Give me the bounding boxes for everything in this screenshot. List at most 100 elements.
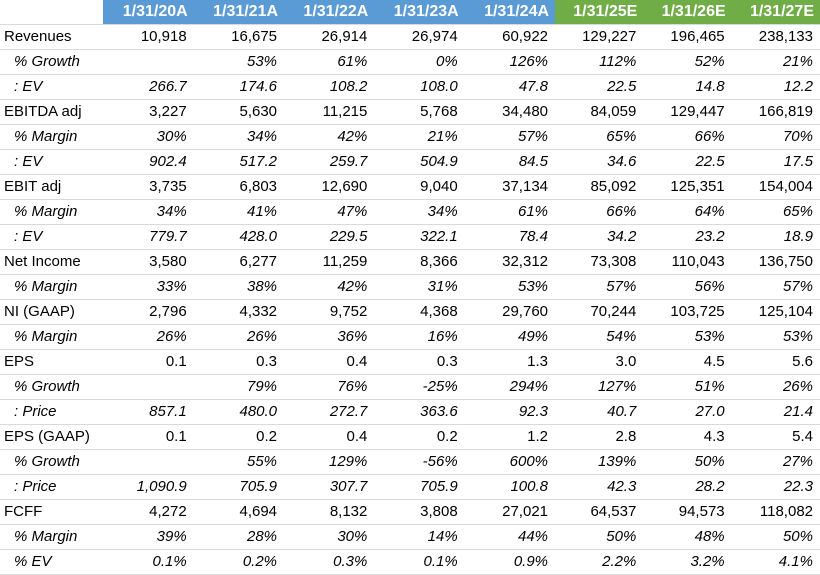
row-label: NI (GAAP): [0, 299, 104, 325]
table-subrow: % Margin 39% 28% 30% 14% 44% 50% 48% 50%: [0, 524, 820, 550]
table-row: FCFF 4,272 4,694 8,132 3,808 27,021 64,537 94,5…: [0, 499, 820, 525]
row-label: % EV: [0, 549, 104, 575]
row-label: % Growth: [0, 374, 104, 400]
table-cell: 26%: [103, 324, 194, 350]
table-cell: 0.1: [103, 424, 194, 450]
row-label: : EV: [0, 224, 104, 250]
table-cell: 84,059: [555, 99, 644, 125]
table-subrow: : Price 857.1 480.0 272.7 363.6 92.3 40.7 27.0 2…: [0, 399, 820, 425]
table-cell: 30%: [103, 124, 194, 150]
table-cell: 37,134: [464, 174, 556, 200]
table-cell: 3,227: [103, 99, 194, 125]
row-label: : EV: [0, 149, 104, 175]
period-header-estimate: 1/31/26E: [643, 0, 732, 25]
table-cell: 39%: [103, 524, 194, 550]
period-header-actual: 1/31/22A: [284, 0, 375, 25]
table-row: NI (GAAP) 2,796 4,332 9,752 4,368 29,760 70,24…: [0, 299, 820, 325]
table-cell: 55%: [193, 449, 285, 475]
row-label: Revenues: [0, 24, 104, 50]
table-cell: 2.2%: [555, 549, 644, 575]
table-cell: 902.4: [103, 149, 194, 175]
table-cell: 57%: [464, 124, 556, 150]
table-cell: 3,808: [374, 499, 465, 525]
table-subrow: % Growth 55% 129% -56% 600% 139% 50% 27%: [0, 449, 820, 475]
table-cell: 26,914: [284, 24, 375, 50]
table-cell: 2,796: [103, 299, 194, 325]
table-cell: 3.2%: [643, 549, 732, 575]
table-cell: 0.4: [284, 424, 375, 450]
table-cell: 136,750: [731, 249, 820, 275]
table-cell: 12.2: [731, 74, 820, 100]
table-subrow: % Growth 53% 61% 0% 126% 112% 52% 21%: [0, 49, 820, 75]
table-cell: 0.3: [374, 349, 465, 375]
table-cell: 5,768: [374, 99, 465, 125]
table-cell: 22.5: [555, 74, 644, 100]
table-cell: 12,690: [284, 174, 375, 200]
table-cell: 28%: [193, 524, 285, 550]
table-cell: 4,272: [103, 499, 194, 525]
table-cell: 266.7: [103, 74, 194, 100]
table-cell: 34,480: [464, 99, 556, 125]
table-cell: 779.7: [103, 224, 194, 250]
table-cell: 272.7: [284, 399, 375, 425]
table-cell: 0.1%: [374, 549, 465, 575]
table-cell: 27,021: [464, 499, 556, 525]
table-row: Revenues 10,918 16,675 26,914 26,974 60,922 12…: [0, 24, 820, 50]
table-cell: 50%: [555, 524, 644, 550]
table-cell: 110,043: [643, 249, 732, 275]
table-header: 1/31/20A 1/31/21A 1/31/22A 1/31/23A 1/31/24A…: [0, 0, 820, 25]
table-cell: 57%: [731, 274, 820, 300]
table-cell: 34%: [193, 124, 285, 150]
table-cell: [103, 49, 194, 75]
table-subrow: : EV 902.4 517.2 259.7 504.9 84.5 34.6 22.5 17.5: [0, 149, 820, 175]
table-cell: 52%: [643, 49, 732, 75]
table-cell: 1,090.9: [103, 474, 194, 500]
table-cell: 8,132: [284, 499, 375, 525]
table-cell: 103,725: [643, 299, 732, 325]
row-label: % Growth: [0, 449, 104, 475]
table-subrow: : EV 779.7 428.0 229.5 322.1 78.4 34.2 23.2 18.9: [0, 224, 820, 250]
row-label: % Margin: [0, 274, 104, 300]
table-cell: 1.2: [464, 424, 556, 450]
table-cell: 65%: [731, 199, 820, 225]
table-cell: 85,092: [555, 174, 644, 200]
table-cell: 16,675: [193, 24, 285, 50]
table-cell: 139%: [555, 449, 644, 475]
table-cell: 154,004: [731, 174, 820, 200]
table-cell: 61%: [284, 49, 375, 75]
table-cell: 60,922: [464, 24, 556, 50]
table-cell: 53%: [731, 324, 820, 350]
table-cell: 21%: [374, 124, 465, 150]
table-cell: 126%: [464, 49, 556, 75]
table-cell: 54%: [555, 324, 644, 350]
table-row: Net Income 3,580 6,277 11,259 8,366 32,312 73,…: [0, 249, 820, 275]
table-cell: 79%: [193, 374, 285, 400]
table-subrow: % Margin 26% 26% 36% 16% 49% 54% 53% 53%: [0, 324, 820, 350]
row-label: EBIT adj: [0, 174, 104, 200]
table-cell: 47.8: [464, 74, 556, 100]
row-label: Net Income: [0, 249, 104, 275]
table-cell: 4,694: [193, 499, 285, 525]
table-cell: 26%: [731, 374, 820, 400]
table-cell: 108.0: [374, 74, 465, 100]
table-cell: 34%: [103, 199, 194, 225]
table-cell: 27%: [731, 449, 820, 475]
table-cell: 14%: [374, 524, 465, 550]
table-cell: 705.9: [374, 474, 465, 500]
table-cell: 26%: [193, 324, 285, 350]
table-cell: 57%: [555, 274, 644, 300]
table-cell: 166,819: [731, 99, 820, 125]
table-cell: 363.6: [374, 399, 465, 425]
table-subrow: : Price 1,090.9 705.9 307.7 705.9 100.8 42.3 28…: [0, 474, 820, 500]
table-cell: 4.3: [643, 424, 732, 450]
table-cell: 5.6: [731, 349, 820, 375]
table-subrow: % Growth 79% 76% -25% 294% 127% 51% 26%: [0, 374, 820, 400]
table-cell: 3,580: [103, 249, 194, 275]
table-cell: 42.3: [555, 474, 644, 500]
table-subrow: : EV 266.7 174.6 108.2 108.0 47.8 22.5 14.8 12.2: [0, 74, 820, 100]
table-cell: 4.1%: [731, 549, 820, 575]
table-row: EPS 0.1 0.3 0.4 0.3 1.3 3.0 4.5 5.6: [0, 349, 820, 375]
table-cell: 47%: [284, 199, 375, 225]
table-cell: 4,368: [374, 299, 465, 325]
table-cell: 53%: [193, 49, 285, 75]
